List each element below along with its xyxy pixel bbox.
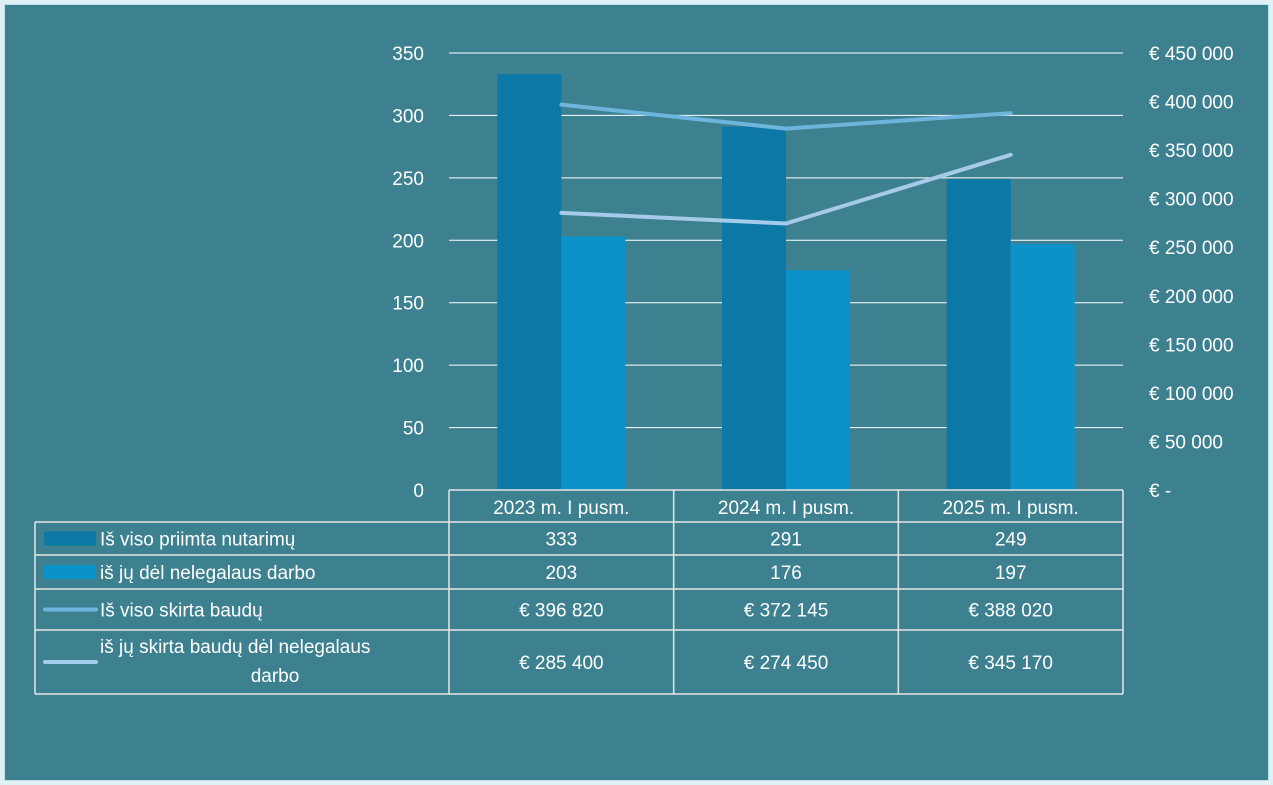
chart-background [4,4,1269,781]
data-label: 291 [770,530,802,551]
category-label: 2025 m. I pusm. [943,498,1079,519]
y-right-tick-label: € - [1149,481,1171,502]
bar-total-decisions [946,179,1011,490]
data-label: 197 [995,563,1027,584]
y-right-tick-label: € 350 000 [1149,141,1234,162]
data-label: 176 [770,563,802,584]
data-label: 203 [545,563,577,584]
y-left-tick-label: 0 [413,481,424,502]
y-right-tick-label: € 200 000 [1149,287,1234,308]
category-label: 2023 m. I pusm. [493,498,629,519]
y-left-tick-label: 150 [392,294,424,315]
y-left-tick-label: 250 [392,169,424,190]
category-label: 2024 m. I pusm. [718,498,854,519]
data-label: € 372 145 [744,601,829,622]
y-left-tick-label: 100 [392,356,424,377]
bar-illegal-work-decisions [1010,244,1075,490]
y-right-tick-label: € 250 000 [1149,238,1234,259]
series-name: iš jų dėl nelegalaus darbo [100,563,316,584]
data-label: 333 [545,530,577,551]
chart-svg: 0 50 100 150 200 250 300 350 € - € 50 000 € 100 00… [4,4,1269,781]
bar-total-decisions [722,126,786,490]
data-label: € 285 400 [519,653,604,674]
data-label: 249 [995,530,1027,551]
data-label: € 396 820 [519,601,604,622]
data-label: € 388 020 [968,601,1053,622]
y-right-tick-label: € 150 000 [1149,335,1234,356]
series-name: darbo [251,666,300,687]
bar-illegal-work-decisions [561,236,626,490]
chart-panel: 0 50 100 150 200 250 300 350 € - € 50 000 € 100 00… [4,4,1269,781]
y-left-tick-label: 300 [392,106,424,127]
y-right-tick-label: € 100 000 [1149,384,1234,405]
data-label: € 345 170 [968,653,1053,674]
y-right-tick-label: € 450 000 [1149,44,1234,65]
data-label: € 274 450 [744,653,829,674]
y-right-tick-label: € 300 000 [1149,190,1234,211]
line-illegal-work-fines [559,152,1013,226]
series-name: Iš viso skirta baudų [100,601,263,622]
y-right-tick-label: € 400 000 [1149,93,1234,114]
line-total-fines [559,102,1013,131]
legend-key [44,565,96,579]
y-left-tick-label: 200 [392,231,424,252]
bar-total-decisions [497,74,562,491]
series-name: Iš viso priimta nutarimų [100,530,295,551]
y-right-tick-label: € 50 000 [1149,432,1223,453]
series-name: iš jų skirta baudų dėl nelegalaus [100,637,370,658]
legend-key [44,531,96,546]
bar-illegal-work-decisions [786,270,850,490]
y-left-tick-label: 350 [392,44,424,65]
y-left-tick-label: 50 [403,419,424,440]
